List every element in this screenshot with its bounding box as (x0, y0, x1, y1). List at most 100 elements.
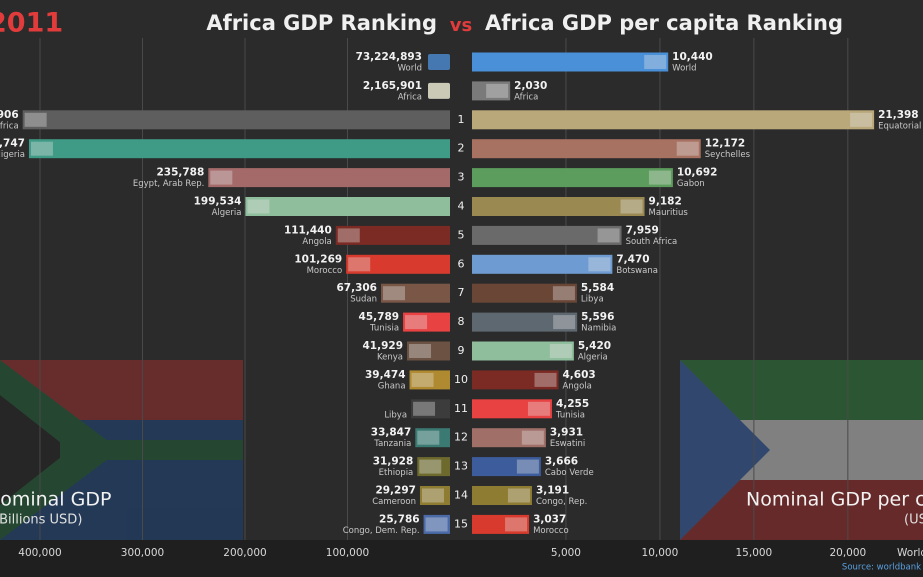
flag (516, 459, 539, 474)
category-label: Nigeria (0, 150, 25, 160)
category-label: Gabon (677, 179, 705, 189)
value-label: 67,306 (336, 282, 377, 294)
bar (472, 399, 552, 419)
bar (472, 81, 511, 101)
bar (472, 168, 673, 188)
category-label: Libya (384, 410, 407, 420)
flag (419, 459, 442, 474)
value-label: 10,440 (672, 51, 713, 63)
category-label: Egypt, Arab Rep. (133, 179, 204, 189)
bar (472, 457, 541, 477)
x-tick-label: 300,000 (121, 547, 164, 559)
bar (415, 428, 450, 448)
source-head: World Bank (897, 547, 923, 559)
category-label: World (398, 64, 422, 74)
category-label: Cabo Verde (545, 468, 594, 478)
bar (22, 110, 450, 130)
rank-number: 13 (454, 460, 468, 473)
left-flag-backdrop (0, 360, 243, 540)
flag (411, 372, 434, 387)
value-label: 41,929 (362, 340, 403, 352)
value-label: 199,534 (194, 196, 242, 208)
x-tick-label: 15,000 (736, 547, 773, 559)
flag (644, 55, 667, 69)
category-label: Mauritius (649, 208, 689, 218)
flag (553, 315, 576, 330)
value-label: 5,596 (581, 311, 614, 323)
category-label: Seychelles (705, 150, 751, 160)
bar (245, 197, 450, 216)
flag (648, 170, 671, 185)
bar (472, 225, 622, 245)
flag (505, 517, 528, 532)
bar (472, 428, 546, 448)
aggregate-icon (428, 82, 450, 99)
flag (534, 372, 557, 387)
x-tick-label: 100,000 (326, 547, 369, 559)
bar (417, 457, 450, 477)
bar (472, 110, 875, 130)
flag (597, 228, 620, 243)
flag (486, 83, 509, 98)
bar (472, 370, 559, 390)
category-label: Botswana (616, 266, 658, 276)
axis-band (0, 540, 923, 577)
bar (419, 486, 450, 505)
value-label: 4,603 (562, 369, 595, 381)
flag (30, 141, 53, 156)
bar (381, 283, 450, 303)
bar (472, 514, 530, 534)
bar (472, 139, 701, 159)
value-label: 235,788 (156, 167, 204, 179)
bar (423, 514, 450, 534)
value-label: 4,255 (556, 398, 589, 410)
bar (28, 139, 450, 159)
value-label: 29,297 (375, 485, 416, 497)
flag (421, 488, 444, 503)
rank-number: 8 (458, 315, 465, 328)
rank-number: 15 (454, 517, 468, 530)
flag (247, 199, 270, 214)
category-label: Algeria (212, 208, 242, 218)
bar (472, 283, 577, 303)
bar (472, 486, 532, 505)
bar (472, 341, 574, 361)
x-tick-label: 10,000 (642, 547, 679, 559)
flag (413, 401, 436, 416)
flag (383, 286, 406, 301)
bar (407, 341, 450, 361)
flag (210, 170, 233, 185)
value-label: 73,224,893 (356, 51, 422, 63)
category-label: Algeria (578, 353, 608, 363)
rank-number: 4 (458, 200, 465, 213)
x-tick-label: 400,000 (18, 547, 61, 559)
x-tick-label: 20,000 (829, 547, 866, 559)
value-label: 416,906 (0, 109, 19, 121)
bar (472, 254, 613, 274)
category-label: Africa (514, 92, 538, 102)
value-label: 410,747 (0, 138, 25, 150)
flag (417, 430, 440, 445)
bar (346, 254, 450, 274)
flag (527, 401, 550, 416)
rank-number: 10 (454, 373, 468, 386)
value-label: 39,474 (365, 369, 406, 381)
right-panel-title: Nominal GDP per capita (746, 489, 923, 511)
source: Source: worldbank (842, 563, 921, 573)
x-tick-label: 5,000 (551, 547, 581, 559)
flag (24, 112, 47, 127)
category-label: Eswatini (550, 439, 585, 449)
value-label: 2,030 (514, 80, 547, 92)
category-label: Africa (398, 92, 422, 102)
vs: vs (450, 15, 472, 36)
rank-number: 9 (458, 344, 465, 357)
rank-number: 2 (458, 142, 465, 155)
flag (348, 257, 371, 272)
value-label: 25,786 (379, 513, 420, 525)
category-label: World (672, 64, 696, 74)
rank-number: 7 (458, 286, 465, 299)
flag (620, 199, 643, 214)
value-label: 3,191 (536, 485, 569, 497)
